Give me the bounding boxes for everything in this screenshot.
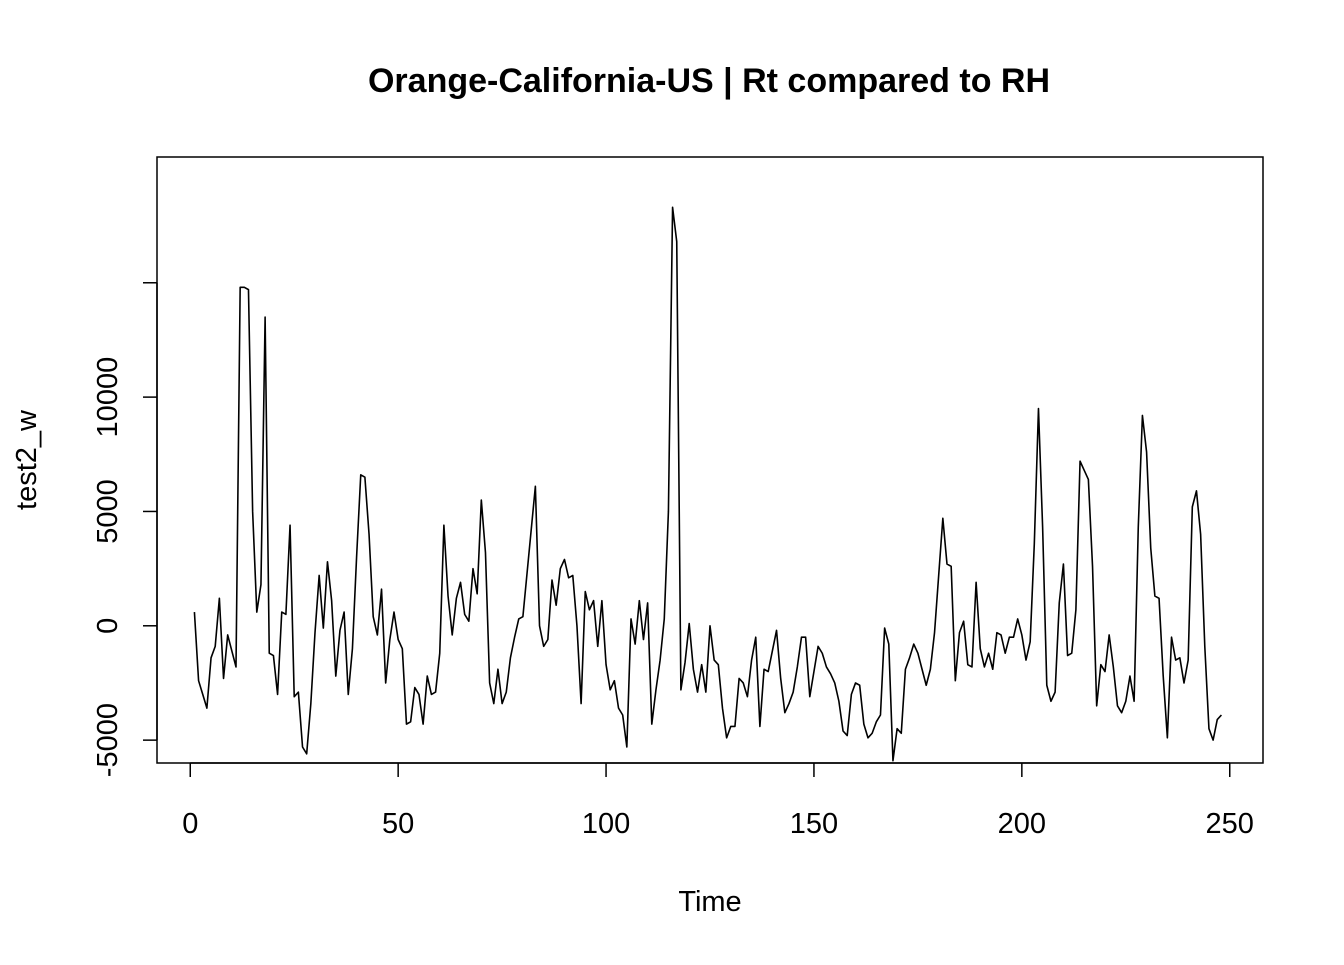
- x-tick-label: 50: [382, 808, 414, 840]
- chart-title: Orange-California-US | Rt compared to RH: [368, 62, 1050, 100]
- y-tick-label: -5000: [92, 703, 124, 777]
- x-tick-label: 200: [998, 808, 1046, 840]
- y-tick-label: 5000: [92, 479, 124, 544]
- y-tick-label: 10000: [92, 357, 124, 438]
- x-tick-label: 250: [1206, 808, 1254, 840]
- x-tick-label: 100: [582, 808, 630, 840]
- x-tick-label: 150: [790, 808, 838, 840]
- x-tick-label: 0: [182, 808, 198, 840]
- y-axis: -5000 0 5000 10000: [92, 282, 158, 777]
- y-tick-label: 0: [92, 618, 124, 634]
- series-line: [193, 206, 1223, 762]
- plot-frame: [156, 156, 1264, 764]
- y-axis-label: test2_w: [11, 409, 43, 510]
- x-axis: 0 50 100 150 200 250: [182, 762, 1254, 840]
- x-axis-label: Time: [678, 886, 741, 918]
